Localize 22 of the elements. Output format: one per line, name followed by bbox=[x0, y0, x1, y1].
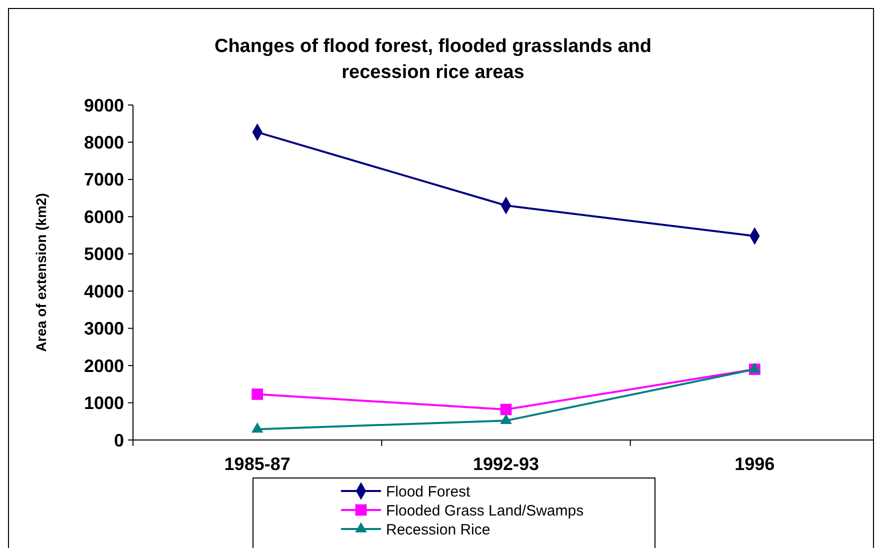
y-tick-label: 7000 bbox=[84, 170, 124, 190]
y-axis-title: Area of extension (km2) bbox=[33, 193, 49, 352]
legend-label: Recession Rice bbox=[386, 521, 490, 538]
x-tick-label: 1985-87 bbox=[224, 454, 290, 474]
point bbox=[251, 422, 264, 433]
legend-label: Flood Forest bbox=[386, 483, 472, 500]
x-tick-label: 1996 bbox=[734, 454, 775, 474]
chart-title: Changes of flood forest, flooded grasslands and recession rice areas bbox=[214, 36, 652, 83]
point bbox=[500, 414, 512, 424]
x-tick-label: 1992-93 bbox=[472, 454, 540, 474]
y-tick-label: 4000 bbox=[84, 281, 124, 302]
y-tick-label: 6000 bbox=[84, 206, 124, 227]
point bbox=[500, 404, 512, 416]
y-tick-label: 8000 bbox=[84, 132, 124, 153]
y-tick-label: 9000 bbox=[84, 95, 124, 116]
point bbox=[252, 388, 264, 400]
y-tick-label: 1000 bbox=[84, 393, 124, 414]
y-tick-label: 5000 bbox=[84, 244, 124, 264]
y-tick-label: 3000 bbox=[84, 318, 124, 339]
legend-label: Flooded Grass Land/Swamps bbox=[386, 502, 584, 520]
y-tick-label: 0 bbox=[114, 430, 124, 450]
y-tick-label: 2000 bbox=[84, 356, 124, 376]
